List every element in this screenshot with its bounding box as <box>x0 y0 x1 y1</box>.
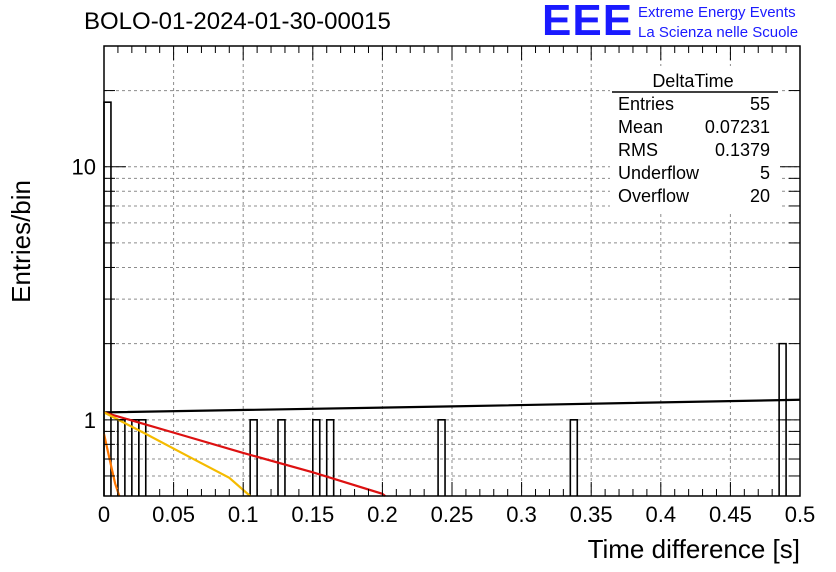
x-tick-label: 0 <box>98 502 110 527</box>
x-tick-label: 0.05 <box>152 502 195 527</box>
x-tick-label: 0.5 <box>785 502 816 527</box>
x-tick-label: 0.15 <box>291 502 334 527</box>
stats-row-label: Mean <box>618 117 663 137</box>
stats-row-label: Entries <box>618 94 674 114</box>
histogram-bar <box>277 419 286 496</box>
histogram-bar <box>325 419 335 496</box>
x-tick-label: 0.35 <box>570 502 613 527</box>
stats-row-label: Underflow <box>618 163 700 183</box>
logo-tagline-2: La Scienza nelle Scuole <box>638 24 799 41</box>
x-tick-label: 0.25 <box>431 502 474 527</box>
y-tick-label: 10 <box>72 155 96 180</box>
stats-box-title: DeltaTime <box>652 71 733 91</box>
stats-row-value: 55 <box>750 94 770 114</box>
stats-row-value: 20 <box>750 186 770 206</box>
x-tick-label: 0.2 <box>367 502 398 527</box>
stats-box-bg <box>610 66 780 212</box>
x-tick-label: 0.4 <box>646 502 677 527</box>
histogram-bar <box>138 419 147 496</box>
stats-row-label: RMS <box>618 140 658 160</box>
histogram-bar <box>312 419 321 496</box>
stats-row-value: 5 <box>760 163 770 183</box>
logo-tagline-1: Extreme Energy Events <box>638 4 796 21</box>
eee-logo-mark: EEE <box>542 0 634 45</box>
histogram-bar <box>569 419 579 496</box>
histogram-bar <box>437 419 446 496</box>
x-tick-label: 0.1 <box>228 502 259 527</box>
tick-labels: 0 0.05 0.1 0.15 0.2 0.25 0.3 0.35 0.4 0.45 0.5 1 10 <box>72 155 816 527</box>
x-tick-label: 0.45 <box>709 502 752 527</box>
stats-row-label: Overflow <box>618 186 690 206</box>
stats-row-value: 0.07231 <box>705 117 770 137</box>
x-axis-title: Time difference [s] <box>588 534 800 564</box>
stats-row-value: 0.1379 <box>715 140 770 160</box>
y-axis-title: Entries/bin <box>6 180 36 303</box>
y-tick-label: 1 <box>84 408 96 433</box>
x-tick-label: 0.3 <box>506 502 537 527</box>
fit-curve <box>102 433 121 497</box>
stats-box: DeltaTime Entries 55 Mean 0.07231 RMS 0.1379 U… <box>610 66 780 212</box>
fit-curve <box>103 398 801 414</box>
axis-ticks <box>103 46 801 496</box>
fit-curve <box>103 411 251 497</box>
chart-title: BOLO-01-2024-01-30-00015 <box>84 8 391 35</box>
